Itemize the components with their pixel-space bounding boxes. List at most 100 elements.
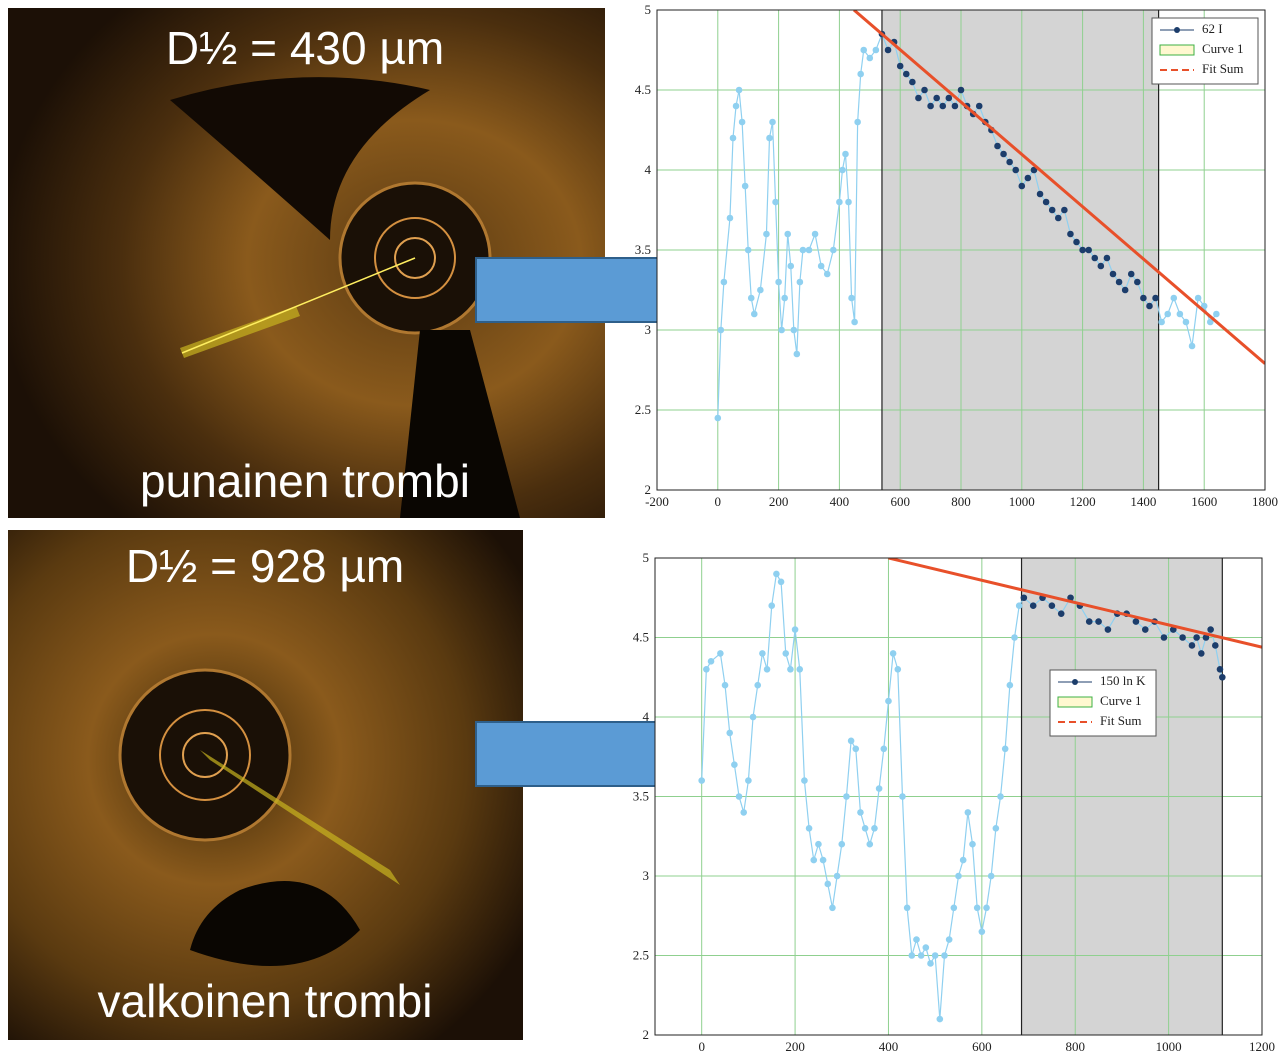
data-point bbox=[775, 279, 782, 286]
data-point bbox=[1134, 279, 1141, 286]
data-point bbox=[939, 103, 946, 110]
data-point bbox=[730, 135, 737, 142]
legend-symbol bbox=[1072, 679, 1078, 685]
legend-label: 62 I bbox=[1202, 21, 1223, 36]
slide: -20002004006008001000120014001600180022.… bbox=[0, 0, 1285, 1055]
data-point bbox=[751, 311, 758, 318]
data-point bbox=[815, 841, 822, 848]
data-point bbox=[983, 905, 990, 912]
legend-label: 150 ln K bbox=[1100, 673, 1146, 688]
data-point bbox=[726, 730, 733, 737]
x-tick-label: 400 bbox=[879, 1039, 899, 1054]
x-tick-label: 1200 bbox=[1249, 1039, 1275, 1054]
data-point bbox=[848, 295, 855, 302]
data-point bbox=[1152, 295, 1159, 302]
data-point bbox=[876, 785, 883, 792]
x-tick-label: 600 bbox=[890, 494, 910, 509]
y-tick-label: 2.5 bbox=[635, 402, 651, 417]
data-point bbox=[913, 936, 920, 943]
data-point bbox=[867, 55, 874, 62]
data-point bbox=[796, 666, 803, 673]
data-point bbox=[750, 714, 757, 721]
data-point bbox=[759, 650, 766, 657]
y-tick-label: 3.5 bbox=[633, 789, 649, 804]
data-point bbox=[854, 119, 861, 126]
data-point bbox=[1086, 618, 1093, 625]
data-point bbox=[1116, 279, 1123, 286]
oct-image bbox=[8, 530, 523, 1040]
data-point bbox=[1164, 311, 1171, 318]
data-point bbox=[778, 327, 785, 334]
data-point bbox=[897, 63, 904, 70]
data-point bbox=[810, 857, 817, 864]
data-point bbox=[958, 87, 965, 94]
data-point bbox=[754, 682, 761, 689]
data-point bbox=[946, 95, 953, 102]
data-point bbox=[1189, 642, 1196, 649]
data-point bbox=[866, 841, 873, 848]
data-point bbox=[745, 777, 752, 784]
data-point bbox=[1105, 626, 1112, 633]
data-point bbox=[812, 231, 819, 238]
data-point bbox=[1007, 682, 1014, 689]
data-point bbox=[736, 87, 743, 94]
data-point bbox=[766, 135, 773, 142]
legend-label: Curve 1 bbox=[1100, 693, 1142, 708]
data-point bbox=[1021, 594, 1028, 601]
data-point bbox=[1193, 634, 1200, 641]
data-point bbox=[927, 960, 934, 967]
y-tick-label: 2 bbox=[645, 482, 652, 497]
data-point bbox=[969, 841, 976, 848]
data-point bbox=[1085, 247, 1092, 254]
data-point bbox=[932, 952, 939, 959]
data-point bbox=[960, 857, 967, 864]
data-point bbox=[736, 793, 743, 800]
data-point bbox=[860, 47, 867, 54]
data-point bbox=[871, 825, 878, 832]
data-point bbox=[722, 682, 729, 689]
data-point bbox=[787, 666, 794, 673]
data-point bbox=[918, 952, 925, 959]
data-point bbox=[820, 857, 827, 864]
data-point bbox=[842, 151, 849, 158]
data-point bbox=[1198, 650, 1205, 657]
image-caption: valkoinen trombi bbox=[98, 975, 433, 1027]
data-point bbox=[946, 936, 953, 943]
data-point bbox=[708, 658, 715, 665]
data-point bbox=[1158, 319, 1165, 326]
data-point bbox=[778, 579, 785, 586]
legend-symbol bbox=[1058, 697, 1092, 707]
data-point bbox=[848, 738, 855, 745]
legend-label: Fit Sum bbox=[1202, 61, 1244, 76]
data-point bbox=[951, 905, 958, 912]
image-title: D½ = 928 µm bbox=[126, 540, 404, 592]
data-point bbox=[801, 777, 808, 784]
x-tick-label: 600 bbox=[972, 1039, 992, 1054]
data-point bbox=[782, 650, 789, 657]
data-point bbox=[787, 263, 794, 270]
y-tick-label: 3 bbox=[643, 868, 650, 883]
data-point bbox=[885, 698, 892, 705]
data-point bbox=[739, 119, 746, 126]
x-tick-label: 1000 bbox=[1156, 1039, 1182, 1054]
data-point bbox=[781, 295, 788, 302]
data-point bbox=[830, 247, 837, 254]
data-point bbox=[976, 103, 983, 110]
data-point bbox=[1177, 311, 1184, 318]
data-point bbox=[1000, 151, 1007, 158]
data-point bbox=[937, 1016, 944, 1023]
data-point bbox=[909, 79, 916, 86]
data-point bbox=[979, 928, 986, 935]
data-point bbox=[933, 95, 940, 102]
data-point bbox=[1122, 287, 1129, 294]
legend-label: Curve 1 bbox=[1202, 41, 1244, 56]
data-point bbox=[851, 319, 858, 326]
data-point bbox=[845, 199, 852, 206]
data-point bbox=[1212, 642, 1219, 649]
y-tick-label: 5 bbox=[645, 2, 652, 17]
x-tick-label: 1800 bbox=[1252, 494, 1278, 509]
y-tick-label: 4.5 bbox=[635, 82, 651, 97]
data-point bbox=[1019, 183, 1026, 190]
